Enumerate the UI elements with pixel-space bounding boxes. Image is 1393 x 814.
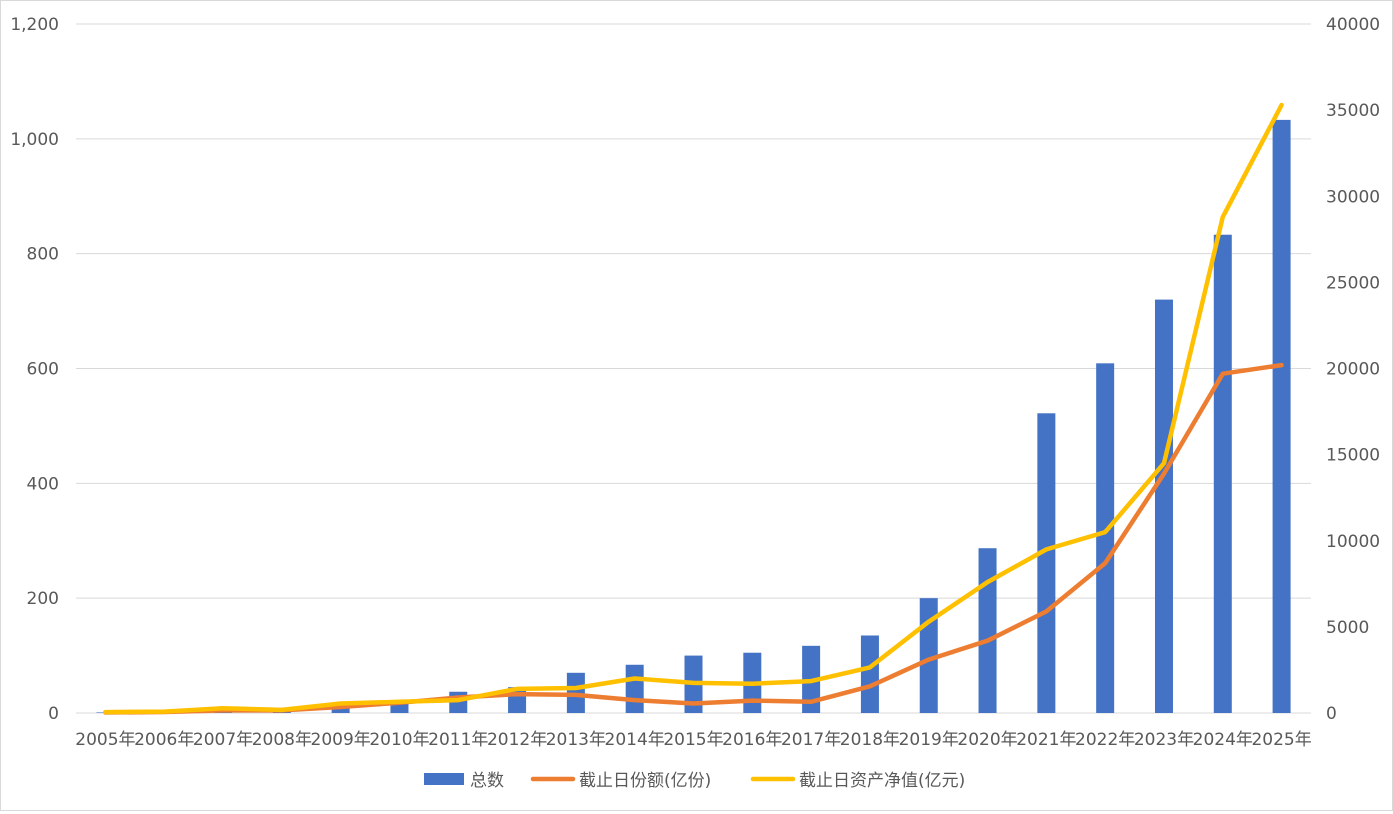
left-tick-label: 200 [27, 589, 59, 609]
bar [1272, 119, 1291, 713]
right-tick-label: 30000 [1326, 187, 1380, 207]
x-tick-label: 2005年 [75, 730, 135, 750]
x-tick-label: 2018年 [840, 730, 900, 750]
x-tick-label: 2008年 [252, 730, 312, 750]
right-tick-label: 10000 [1326, 532, 1380, 552]
legend-swatch [424, 773, 464, 785]
x-tick-label: 2019年 [899, 730, 959, 750]
x-tick-label: 2016年 [722, 730, 782, 750]
gridlines [76, 23, 1311, 714]
bar [860, 635, 879, 713]
left-axis-ticks: 0 200 400 600 800 1,000 1,200 [10, 15, 59, 724]
legend-label: 总数 [470, 771, 504, 791]
x-tick-label: 2007年 [193, 730, 253, 750]
left-tick-label: 0 [48, 704, 59, 724]
bar [978, 548, 997, 713]
x-tick-label: 2006年 [134, 730, 194, 750]
right-tick-label: 35000 [1326, 101, 1380, 121]
x-tick-label: 2024年 [1193, 730, 1253, 750]
x-axis-ticks: 2005年2006年2007年2008年2009年2010年2011年2012年… [75, 730, 1311, 750]
x-tick-label: 2009年 [311, 730, 371, 750]
x-tick-label: 2021年 [1016, 730, 1076, 750]
bar [331, 707, 350, 713]
left-tick-label: 1,000 [10, 130, 59, 150]
x-tick-label: 2022年 [1075, 730, 1135, 750]
left-tick-label: 800 [27, 245, 59, 265]
legend-label: 截止日资产净值(亿元) [799, 771, 965, 791]
line-series [103, 102, 1284, 715]
left-tick-label: 600 [27, 360, 59, 380]
right-axis-ticks: 0 5000 10000 15000 20000 25000 30000 35000 40000 [1326, 15, 1380, 724]
x-tick-label: 2025年 [1251, 730, 1311, 750]
x-tick-label: 2017年 [781, 730, 841, 750]
legend-label: 截止日份额(亿份) [579, 771, 711, 791]
x-tick-label: 2023年 [1134, 730, 1194, 750]
left-tick-label: 400 [27, 474, 59, 494]
bar [1096, 363, 1115, 713]
x-tick-label: 2013年 [546, 730, 606, 750]
right-tick-label: 20000 [1326, 360, 1380, 380]
left-tick-label: 1,200 [10, 15, 59, 35]
right-tick-label: 40000 [1326, 15, 1380, 35]
x-tick-label: 2020年 [957, 730, 1017, 750]
bar [625, 664, 644, 713]
series-line [103, 102, 1284, 715]
bar [1154, 299, 1173, 713]
x-tick-label: 2014年 [605, 730, 665, 750]
x-tick-label: 2010年 [369, 730, 429, 750]
legend: 总数 截止日份额(亿份) 截止日资产净值(亿元) [424, 771, 965, 791]
bar [1037, 413, 1056, 713]
right-tick-label: 0 [1326, 704, 1337, 724]
bar-series [96, 119, 1291, 713]
x-tick-label: 2015年 [663, 730, 723, 750]
right-tick-label: 5000 [1326, 618, 1369, 638]
x-tick-label: 2011年 [428, 730, 488, 750]
right-tick-label: 15000 [1326, 446, 1380, 466]
x-tick-label: 2012年 [487, 730, 547, 750]
right-tick-label: 25000 [1326, 273, 1380, 293]
bar [1213, 234, 1232, 713]
